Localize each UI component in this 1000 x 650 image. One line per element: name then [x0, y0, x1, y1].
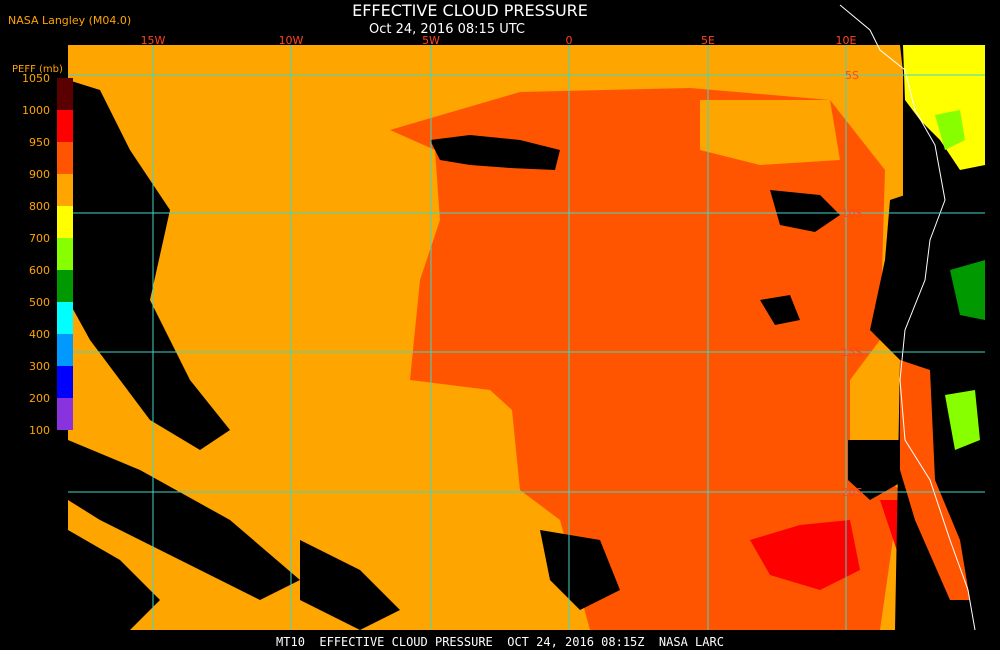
title: EFFECTIVE CLOUD PRESSURE [352, 1, 588, 20]
cloud-region [945, 390, 980, 450]
cloud-region [900, 360, 970, 600]
legend-title: PEFF (mb) [12, 64, 63, 75]
latitude-label: 15S [842, 346, 863, 359]
coastline [839, 4, 976, 631]
cloud-region [750, 520, 860, 590]
legend-label: 400 [29, 328, 50, 341]
clear-sky [68, 45, 985, 630]
credit: NASA Langley (M04.0) [8, 14, 131, 27]
cloud-region [950, 260, 985, 320]
legend-label: 300 [29, 360, 50, 373]
legend-swatch [57, 78, 73, 110]
legend-swatch [57, 334, 73, 366]
longitude-label: 5E [701, 34, 715, 47]
cloud-region [935, 110, 965, 150]
legend-label: 700 [29, 232, 50, 245]
graticule [68, 45, 985, 630]
longitude-label: 15W [141, 34, 166, 47]
legend-label: 500 [29, 296, 50, 309]
legend-label: 1050 [22, 72, 50, 85]
latitude-label: 10S [842, 207, 863, 220]
legend-swatch [57, 238, 73, 270]
legend-label: 800 [29, 200, 50, 213]
legend-label: 950 [29, 136, 50, 149]
longitude-label: 5W [422, 34, 440, 47]
latitude-label: 20S [842, 486, 863, 499]
latitude-label: 5S [845, 69, 859, 82]
subtitle: Oct 24, 2016 08:15 UTC [369, 22, 525, 37]
longitude-label: 10W [279, 34, 304, 47]
legend-label: 600 [29, 264, 50, 277]
legend-swatch [57, 206, 73, 238]
longitude-label: 10E [836, 34, 857, 47]
legend-label: 1000 [22, 104, 50, 117]
legend-swatch [57, 110, 73, 142]
legend-label: 200 [29, 392, 50, 405]
legend-swatch [57, 302, 73, 334]
legend-swatch [57, 398, 73, 430]
legend-swatch [57, 366, 73, 398]
cloud-region [700, 100, 840, 165]
legend-swatch [57, 142, 73, 174]
longitude-label: 0 [566, 34, 573, 47]
legend-label: 900 [29, 168, 50, 181]
legend-label: 100 [29, 424, 50, 437]
cloud-region [390, 88, 900, 630]
footer: MT10 EFFECTIVE CLOUD PRESSURE OCT 24, 20… [276, 635, 724, 649]
legend-swatch [57, 174, 73, 206]
map [68, 4, 985, 631]
legend-swatch [57, 270, 73, 302]
